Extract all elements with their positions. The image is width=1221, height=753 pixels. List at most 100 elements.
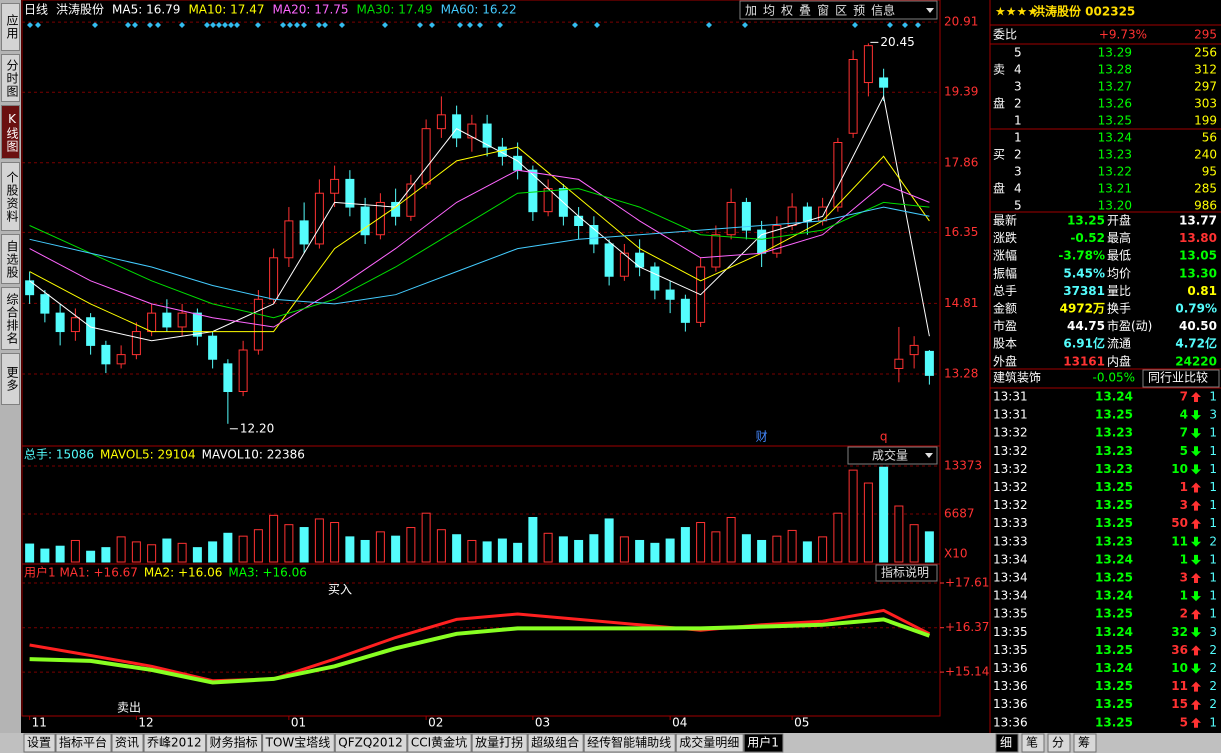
volume-label: MAVOL5: 29104 <box>100 448 196 462</box>
candle-body <box>741 201 751 231</box>
level: 4 <box>1014 63 1022 77</box>
volume-bar <box>86 550 96 563</box>
bottom-tab-label: 用户1 <box>747 735 779 750</box>
ma-label: MA60: 16.22 <box>441 3 517 17</box>
side-tab[interactable]: 综合排名 <box>1 287 20 350</box>
toolbar-button[interactable]: 权 <box>781 4 793 18</box>
price: 13.27 <box>1098 80 1132 94</box>
x-tick-label: 11 <box>32 716 47 730</box>
panel-frame <box>21 445 941 565</box>
volume-bar <box>192 547 202 563</box>
side-tab[interactable]: 个股资料 <box>1 162 20 231</box>
side-tab[interactable]: 自选股 <box>1 234 20 284</box>
toolbar-button[interactable]: 信息 <box>871 3 895 18</box>
bottom-tab[interactable] <box>262 733 335 753</box>
value: 13.80 <box>1179 231 1217 245</box>
candle-body <box>772 225 782 254</box>
signal-diamond <box>915 22 921 28</box>
bottom-tab[interactable] <box>55 733 112 753</box>
trend-arrow <box>1191 446 1201 457</box>
trend-arrow <box>1191 591 1201 602</box>
bottom-tab[interactable] <box>527 733 584 753</box>
toolbar-button[interactable]: 叠 <box>799 4 811 18</box>
side-tab[interactable]: 更多 <box>1 353 20 405</box>
price: 13.23 <box>1098 148 1132 162</box>
trade-time: 13:31 <box>993 390 1028 404</box>
x-tick-label: 12 <box>138 716 153 730</box>
candle-body <box>192 312 202 337</box>
signal-diamond <box>228 22 234 28</box>
dropdown-arrow[interactable] <box>926 8 934 13</box>
bottom-tab[interactable] <box>471 733 528 753</box>
dropdown-arrow <box>925 453 933 458</box>
side-label: 盘 <box>993 181 1005 196</box>
trade-time: 13:31 <box>993 408 1028 422</box>
volume-bar <box>436 529 446 563</box>
toolbar-button[interactable]: 预 <box>853 4 865 18</box>
bottom-tab[interactable] <box>23 733 56 753</box>
toolbar-button[interactable]: 均 <box>763 4 775 18</box>
quote-tab[interactable] <box>1073 733 1097 753</box>
toolbar-button[interactable]: 窗 <box>817 4 829 18</box>
quote-tab[interactable] <box>1021 733 1045 753</box>
ma-line <box>29 146 930 333</box>
bottom-tab[interactable] <box>675 733 744 753</box>
label: 涨跌 <box>993 230 1017 245</box>
quote-tab[interactable] <box>995 733 1019 753</box>
signal-diamond <box>287 22 293 28</box>
signal-diamond <box>204 22 210 28</box>
volume-bar <box>269 514 279 563</box>
volume-bar <box>802 541 812 563</box>
volume-label: MAVOL10: 22386 <box>202 448 305 462</box>
candle-body <box>86 317 96 346</box>
volume-bar <box>208 541 218 563</box>
value: 0.81 <box>1187 284 1217 298</box>
side-tab[interactable]: 应用 <box>1 3 20 51</box>
side-tab[interactable]: K线图 <box>1 105 20 159</box>
trend-arrow <box>1191 554 1201 565</box>
volume-bar <box>772 535 782 563</box>
bottom-tab-label: 资讯 <box>115 736 139 750</box>
toolbar-button[interactable]: 加 <box>745 4 757 18</box>
trade-price: 13.24 <box>1095 661 1133 675</box>
signal-diamond <box>301 22 307 28</box>
bottom-tab[interactable] <box>111 733 144 753</box>
toolbar-button[interactable]: 区 <box>835 4 847 18</box>
level: 2 <box>1014 97 1022 111</box>
bottom-tab-label: QFZQ2012 <box>338 736 403 750</box>
quote-tab[interactable] <box>1047 733 1071 753</box>
candle-body <box>162 312 172 328</box>
trade-volume: 4 <box>1180 408 1188 422</box>
candle-body <box>208 335 218 360</box>
bottom-tab[interactable] <box>143 733 207 753</box>
price: 13.28 <box>1098 63 1132 77</box>
trade-volume: 7 <box>1180 426 1188 440</box>
candle-body <box>70 317 80 333</box>
bottom-tab-label: 设置 <box>27 736 51 750</box>
trade-volume: 11 <box>1171 534 1188 548</box>
price: 13.29 <box>1098 46 1132 60</box>
side-tab[interactable]: 分时图 <box>1 54 20 102</box>
trade-count: 2 <box>1209 679 1217 693</box>
buy-signal: 买入 <box>328 583 352 597</box>
volume-bar <box>25 543 35 563</box>
compare-button[interactable] <box>1142 369 1220 388</box>
bottom-tab[interactable] <box>743 733 784 753</box>
label: 最低 <box>1107 249 1131 263</box>
bottom-tab[interactable] <box>206 733 263 753</box>
volume-bar <box>40 548 50 563</box>
bottom-tab[interactable] <box>583 733 676 753</box>
volume-bar <box>589 534 599 563</box>
trade-count: 1 <box>1209 552 1217 566</box>
volume: 56 <box>1202 131 1217 145</box>
volume-bar <box>848 469 858 563</box>
bottom-tab[interactable] <box>334 733 408 753</box>
help-button[interactable] <box>875 564 938 582</box>
dropdown[interactable] <box>847 446 938 465</box>
volume: 240 <box>1194 148 1217 162</box>
volume-bar <box>619 536 629 563</box>
label: 最高 <box>1107 230 1131 245</box>
trend-arrow <box>1191 410 1201 421</box>
signal-diamond <box>294 22 300 28</box>
bottom-tab[interactable] <box>407 733 472 753</box>
